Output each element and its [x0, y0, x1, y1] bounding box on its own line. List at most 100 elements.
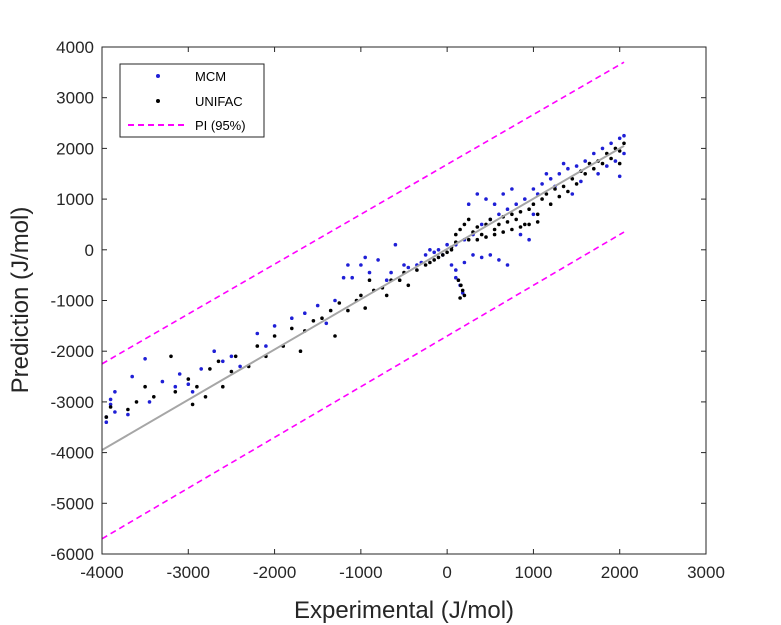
point-unifac-86 — [609, 156, 613, 161]
x-tick-label-0: -4000 — [80, 563, 123, 582]
point-mcm-63 — [523, 197, 527, 201]
y-tick-label-10: 4000 — [56, 38, 94, 57]
y-tick-label-4: -2000 — [51, 342, 94, 361]
point-unifac-27 — [328, 308, 333, 313]
point-mcm-7 — [130, 374, 134, 379]
point-mcm-71 — [527, 237, 531, 242]
point-mcm-11 — [173, 384, 178, 389]
point-unifac-101 — [518, 225, 523, 229]
point-unifac-33 — [363, 306, 368, 310]
point-unifac-7 — [173, 390, 178, 394]
point-unifac-103 — [535, 220, 540, 224]
point-mcm-86 — [617, 136, 622, 141]
point-mcm-87 — [617, 174, 622, 179]
point-unifac-67 — [510, 212, 514, 217]
point-unifac-46 — [445, 250, 449, 255]
point-unifac-89 — [617, 161, 622, 166]
point-unifac-29 — [337, 301, 342, 305]
point-unifac-75 — [544, 192, 549, 196]
point-mcm-33 — [367, 270, 372, 275]
point-mcm-10 — [160, 379, 165, 384]
point-unifac-78 — [557, 194, 562, 199]
point-mcm-81 — [596, 172, 600, 176]
point-mcm-83 — [605, 164, 609, 168]
ticks-layer: -4000 -3000 -2000 -1000 0 1000 2000 3000 -6000 -5… — [51, 38, 725, 582]
point-mcm-31 — [359, 263, 363, 267]
point-mcm-62 — [514, 202, 518, 206]
point-unifac-44 — [428, 260, 432, 265]
point-mcm-6 — [126, 412, 130, 417]
point-unifac-3 — [134, 400, 139, 404]
point-mcm-36 — [389, 270, 393, 275]
point-mcm-72 — [531, 212, 536, 217]
point-unifac-50 — [459, 283, 463, 288]
legend-mcm-marker — [156, 74, 160, 78]
point-unifac-22 — [290, 326, 294, 331]
point-mcm-99 — [393, 242, 398, 247]
y-tick-label-3: -3000 — [51, 393, 94, 412]
point-unifac-42 — [415, 268, 419, 272]
point-mcm-26 — [324, 321, 329, 326]
point-mcm-23 — [290, 316, 294, 321]
y-tick-label-0: -6000 — [51, 545, 94, 564]
point-mcm-18 — [229, 354, 234, 359]
point-mcm-77 — [570, 192, 575, 196]
point-unifac-97 — [484, 235, 488, 239]
point-mcm-91 — [445, 242, 449, 247]
point-unifac-77 — [553, 187, 557, 191]
x-tick-label-5: 1000 — [515, 563, 553, 582]
point-unifac-106 — [449, 248, 454, 252]
point-unifac-64 — [497, 222, 501, 227]
point-unifac-70 — [523, 222, 527, 227]
point-unifac-55 — [458, 227, 462, 232]
point-mcm-41 — [432, 250, 437, 255]
y-axis-title: Prediction (J/mol) — [7, 207, 34, 394]
point-unifac-20 — [272, 334, 277, 338]
point-mcm-53 — [497, 258, 501, 262]
point-mcm-92 — [466, 202, 471, 206]
point-unifac-23 — [298, 349, 303, 354]
point-mcm-78 — [579, 179, 583, 184]
point-unifac-25 — [311, 319, 316, 323]
point-mcm-80 — [592, 151, 596, 156]
point-mcm-32 — [363, 255, 368, 260]
point-mcm-90 — [428, 248, 432, 252]
point-mcm-2 — [108, 402, 113, 407]
point-unifac-84 — [592, 166, 596, 171]
point-unifac-62 — [488, 217, 493, 222]
point-mcm-54 — [505, 263, 510, 267]
point-mcm-16 — [212, 349, 216, 354]
point-unifac-80 — [566, 189, 570, 194]
point-mcm-94 — [484, 197, 488, 201]
point-unifac-95 — [466, 217, 471, 222]
point-unifac-5 — [152, 395, 156, 399]
pi-upper-line — [101, 61, 625, 365]
y-tick-label-7: 1000 — [56, 190, 94, 209]
point-mcm-84 — [609, 141, 613, 146]
point-mcm-13 — [186, 382, 191, 387]
point-mcm-29 — [346, 263, 350, 267]
point-unifac-60 — [479, 232, 484, 237]
y-tick-label-6: 0 — [85, 241, 94, 260]
point-mcm-68 — [566, 166, 570, 171]
point-unifac-72 — [531, 202, 536, 206]
point-unifac-9 — [190, 402, 195, 407]
point-mcm-35 — [384, 278, 389, 283]
point-unifac-74 — [540, 197, 544, 201]
point-unifac-45 — [436, 255, 441, 260]
point-unifac-81 — [570, 177, 575, 181]
point-mcm-96 — [501, 192, 506, 196]
point-mcm-34 — [376, 258, 380, 262]
point-mcm-61 — [505, 207, 510, 211]
point-mcm-19 — [238, 364, 242, 369]
point-unifac-52 — [462, 293, 467, 298]
point-unifac-83 — [583, 172, 587, 176]
x-tick-label-6: 2000 — [601, 563, 639, 582]
point-mcm-66 — [548, 177, 553, 181]
point-unifac-30 — [346, 308, 350, 313]
point-mcm-9 — [147, 400, 152, 404]
pi-lower-line — [101, 231, 625, 540]
point-mcm-85 — [613, 159, 618, 163]
point-unifac-53 — [458, 296, 462, 300]
